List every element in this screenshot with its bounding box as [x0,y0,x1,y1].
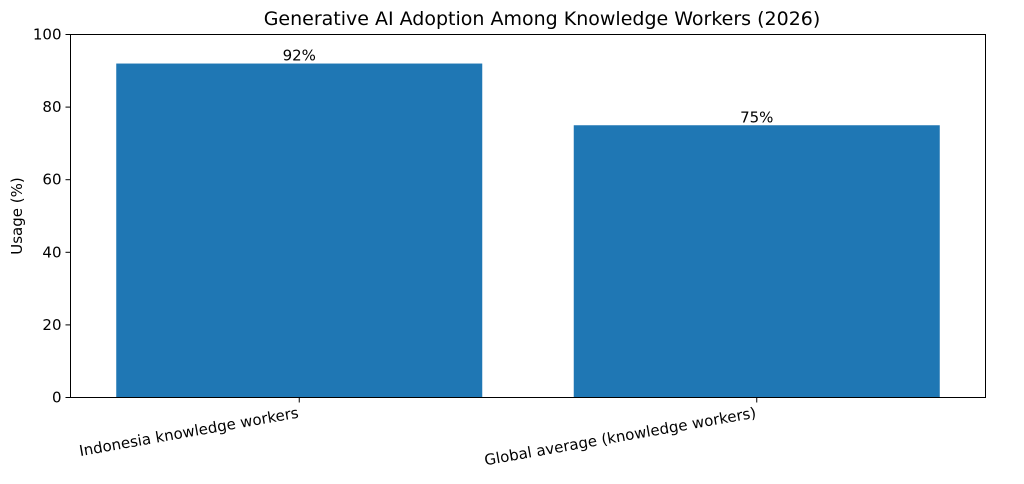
y-tick-label: 80 [42,98,61,116]
y-axis: 0 20 40 60 80 100 [33,26,71,407]
bars-layer [116,63,940,398]
y-tick-label: 100 [33,26,62,44]
bar-value-label: 75% [740,108,773,126]
x-tick-label: Indonesia knowledge workers [78,404,300,460]
data-labels: 92% 75% [283,47,774,127]
bar [116,63,483,398]
y-tick-label: 0 [52,389,62,407]
chart-title: Generative AI Adoption Among Knowledge W… [264,8,821,30]
x-tick-label: Global average (knowledge workers) [483,404,757,470]
y-tick-label: 60 [42,171,61,189]
bar-value-label: 92% [283,47,316,65]
bar [573,125,940,398]
y-tick-label: 40 [42,243,61,261]
plot-frame [70,34,986,398]
y-tick-label: 20 [42,316,61,334]
y-axis-label: Usage (%) [8,177,26,254]
x-axis: Indonesia knowledge workers Global averag… [78,397,757,470]
